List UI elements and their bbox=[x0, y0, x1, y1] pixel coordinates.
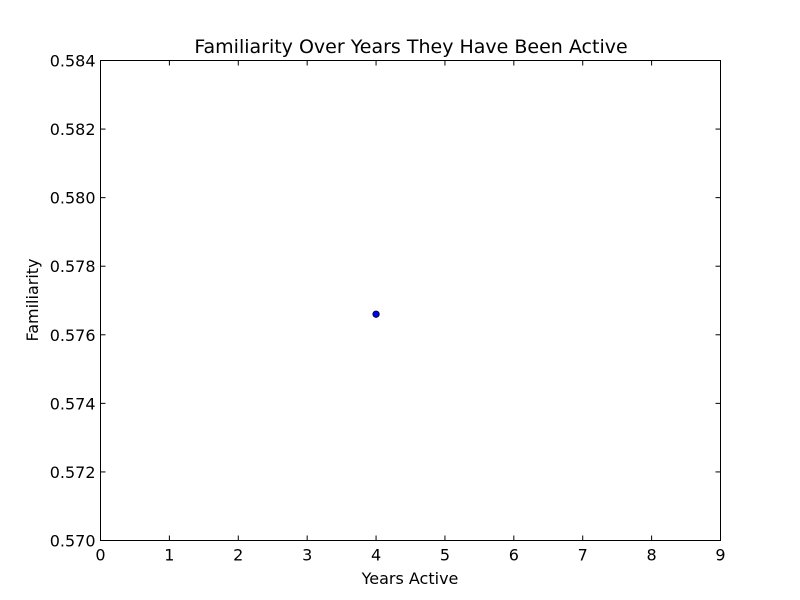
x-tick-label: 9 bbox=[715, 546, 725, 565]
x-tick-label: 4 bbox=[371, 546, 381, 565]
y-tick-label: 0.570 bbox=[50, 532, 96, 551]
x-tick-label: 2 bbox=[233, 546, 243, 565]
x-tick-label: 8 bbox=[647, 546, 657, 565]
y-axis-label: Familiarity bbox=[23, 258, 42, 341]
y-tick-label: 0.572 bbox=[50, 463, 96, 482]
x-axis-ticks: 0 1 2 3 4 5 6 7 8 9 bbox=[95, 60, 726, 565]
y-tick-label: 0.580 bbox=[50, 189, 96, 208]
y-tick-label: 0.582 bbox=[50, 120, 96, 139]
y-axis-ticks: 0.570 0.572 0.574 0.576 0.578 0.580 0.582 0.584 bbox=[50, 52, 721, 551]
y-tick-label: 0.576 bbox=[50, 326, 96, 345]
chart-title: Familiarity Over Years They Have Been Ac… bbox=[194, 36, 627, 58]
plot-area-frame bbox=[100, 60, 721, 541]
x-tick-label: 0 bbox=[95, 546, 105, 565]
y-tick-label: 0.584 bbox=[50, 52, 96, 71]
data-points bbox=[372, 310, 380, 318]
x-tick-label: 3 bbox=[302, 546, 312, 565]
x-tick-label: 5 bbox=[440, 546, 450, 565]
x-tick-label: 1 bbox=[164, 546, 174, 565]
y-tick-label: 0.574 bbox=[50, 394, 96, 413]
y-tick-label: 0.578 bbox=[50, 257, 96, 276]
data-point bbox=[372, 310, 380, 318]
x-axis-label: Years Active bbox=[361, 569, 459, 588]
x-tick-label: 6 bbox=[509, 546, 519, 565]
x-tick-label: 7 bbox=[578, 546, 588, 565]
